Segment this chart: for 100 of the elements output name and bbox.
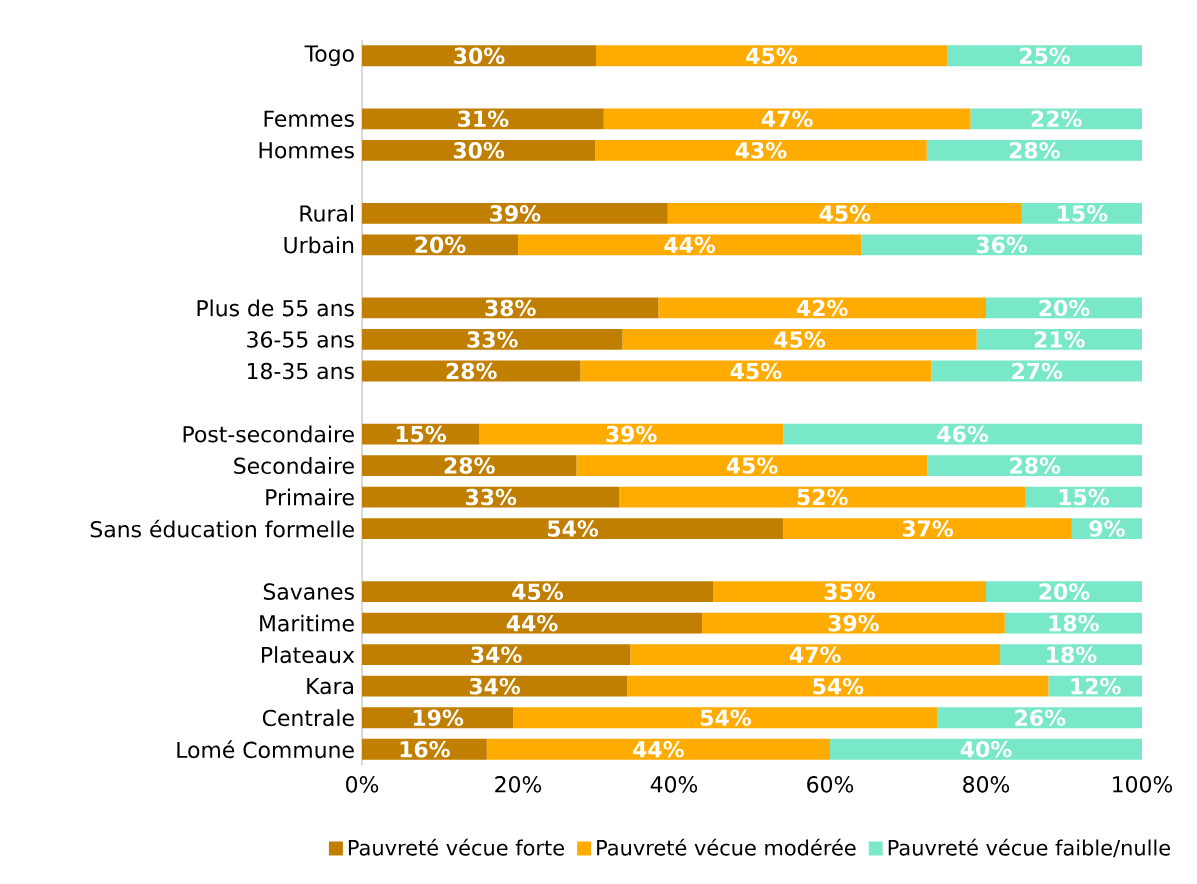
bar xyxy=(927,455,1143,476)
legend-label: Pauvreté vécue faible/nulle xyxy=(888,838,1171,858)
data-label: 45% xyxy=(726,457,778,474)
data-label: 16% xyxy=(400,740,450,758)
data-label: 9% xyxy=(1089,520,1125,537)
bar xyxy=(603,108,971,130)
data-label: 39% xyxy=(828,614,879,632)
data-label: 46% xyxy=(937,425,989,443)
bar xyxy=(518,234,862,256)
bar xyxy=(513,707,938,729)
data-label: 38% xyxy=(485,299,536,317)
data-label: 47% xyxy=(761,110,813,128)
y-tick-label: Rural xyxy=(300,204,353,222)
legend-label: Pauvreté vécue forte xyxy=(348,838,564,856)
bar xyxy=(702,612,1005,634)
bar xyxy=(596,45,948,67)
data-label: 28% xyxy=(446,362,497,380)
y-tick-label: Femmes xyxy=(264,110,354,127)
data-label: 20% xyxy=(1039,299,1090,317)
x-tick-label: 0% xyxy=(346,776,379,793)
bar xyxy=(937,707,1143,729)
bar xyxy=(713,581,987,603)
bar xyxy=(362,675,628,697)
bar xyxy=(926,139,1143,161)
data-label: 47% xyxy=(789,646,841,663)
bar xyxy=(362,108,604,130)
data-label: 43% xyxy=(735,142,787,159)
y-tick-label: Kara xyxy=(307,678,353,695)
y-tick-label: Plateaux xyxy=(262,646,355,664)
bar xyxy=(486,738,831,760)
data-label: 35% xyxy=(824,583,876,600)
bar xyxy=(622,329,977,350)
bar xyxy=(479,423,784,445)
data-label: 20% xyxy=(1039,583,1090,600)
bar xyxy=(947,45,1143,67)
y-tick-label: Lomé Commune xyxy=(177,740,354,759)
data-label: 44% xyxy=(664,236,716,254)
bar xyxy=(362,518,784,539)
bar xyxy=(362,581,714,603)
data-label: 31% xyxy=(458,110,509,128)
data-label: 54% xyxy=(548,520,599,537)
data-label: 12% xyxy=(1071,677,1121,695)
x-tick-label: 40% xyxy=(650,776,698,793)
bar xyxy=(595,139,927,161)
data-label: 45% xyxy=(774,331,826,348)
data-label: 28% xyxy=(444,457,495,474)
bar xyxy=(619,486,1026,508)
data-label: 30% xyxy=(454,47,505,65)
data-label: 54% xyxy=(813,677,864,695)
data-label: 33% xyxy=(467,331,518,348)
y-tick-label: Plus de 55 ans xyxy=(197,299,354,317)
data-label: 18% xyxy=(1047,646,1097,663)
data-label: 54% xyxy=(700,709,752,727)
bar xyxy=(362,612,703,634)
data-label: 26% xyxy=(1015,709,1066,727)
data-label: 22% xyxy=(1031,110,1082,128)
bar xyxy=(976,329,1143,350)
data-label: 20% xyxy=(415,236,466,254)
legend-label: Pauvreté vécue modérée xyxy=(597,838,856,856)
data-label: 25% xyxy=(1020,47,1071,65)
y-tick-label: Post-secondaire xyxy=(183,425,354,443)
x-tick-label: 80% xyxy=(963,776,1010,793)
bar xyxy=(362,707,514,729)
data-label: 34% xyxy=(469,677,521,695)
data-label: 44% xyxy=(633,740,684,758)
y-tick-label: Maritime xyxy=(260,614,354,632)
bar xyxy=(362,45,597,67)
data-label: 45% xyxy=(819,205,871,222)
bar xyxy=(362,329,623,350)
data-label: 39% xyxy=(490,205,541,222)
y-tick-label: Sans éducation formelle xyxy=(90,519,354,538)
data-label: 28% xyxy=(1009,142,1060,159)
data-label: 45% xyxy=(730,362,782,380)
bar xyxy=(362,202,668,224)
y-tick-label: Hommes xyxy=(259,142,354,159)
data-label: 45% xyxy=(746,47,798,65)
y-tick-label: 36-55 ans xyxy=(247,331,354,348)
bar xyxy=(783,518,1072,539)
data-label: 21% xyxy=(1034,331,1085,348)
data-label: 30% xyxy=(453,142,505,159)
data-label: 15% xyxy=(396,425,447,443)
data-label: 15% xyxy=(1058,205,1108,222)
data-label: 45% xyxy=(512,583,564,600)
data-label: 33% xyxy=(465,488,517,506)
data-label: 28% xyxy=(1010,457,1061,474)
y-tick-label: Centrale xyxy=(262,709,354,727)
data-label: 40% xyxy=(960,740,1012,758)
bar xyxy=(362,455,577,476)
data-label: 52% xyxy=(797,488,848,506)
bar xyxy=(362,644,631,666)
bar xyxy=(970,108,1143,130)
data-label: 42% xyxy=(796,299,848,317)
y-tick-label: Secondaire xyxy=(234,457,354,475)
data-label: 37% xyxy=(902,520,954,537)
bar xyxy=(627,675,1049,697)
bar xyxy=(986,581,1143,603)
bar xyxy=(861,234,1143,256)
data-label: 15% xyxy=(1059,488,1110,506)
y-tick-label: Togo xyxy=(304,45,354,67)
data-label: 36% xyxy=(976,236,1028,254)
